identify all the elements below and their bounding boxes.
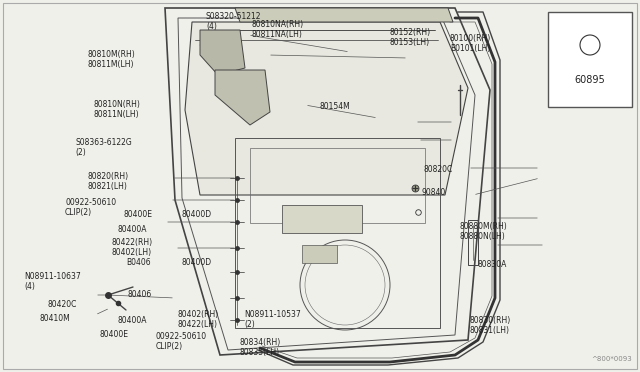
Text: 80400D: 80400D — [182, 258, 212, 267]
Text: 80402(RH)
80422(LH): 80402(RH) 80422(LH) — [178, 310, 220, 329]
Text: B0406: B0406 — [126, 258, 150, 267]
Polygon shape — [185, 22, 468, 195]
Polygon shape — [215, 70, 270, 125]
Text: 80820C: 80820C — [424, 165, 453, 174]
Text: 80152(RH)
80153(LH): 80152(RH) 80153(LH) — [390, 28, 431, 47]
Text: 80820(RH)
80821(LH): 80820(RH) 80821(LH) — [88, 172, 129, 192]
Text: S08363-6122G
(2): S08363-6122G (2) — [75, 138, 132, 157]
Text: 80810M(RH)
80811M(LH): 80810M(RH) 80811M(LH) — [88, 50, 136, 70]
Text: 80400E: 80400E — [100, 330, 129, 339]
Text: 90840: 90840 — [422, 188, 446, 197]
Text: 80420C: 80420C — [48, 300, 77, 309]
Bar — [282, 205, 362, 233]
Polygon shape — [200, 30, 245, 75]
Text: 80400A: 80400A — [118, 225, 147, 234]
Text: 00922-50610
CLIP(2): 00922-50610 CLIP(2) — [65, 198, 116, 217]
Text: 00922-50610
CLIP(2): 00922-50610 CLIP(2) — [156, 332, 207, 352]
Text: 60895: 60895 — [575, 75, 605, 85]
Text: 80830A: 80830A — [478, 260, 508, 269]
Text: S08320-51212
(4): S08320-51212 (4) — [206, 12, 262, 31]
Text: 80406: 80406 — [128, 290, 152, 299]
Text: 80400D: 80400D — [182, 210, 212, 219]
Bar — [302, 245, 337, 263]
Text: N08911-10637
(4): N08911-10637 (4) — [24, 272, 81, 291]
Text: 80810NA(RH)
80811NA(LH): 80810NA(RH) 80811NA(LH) — [252, 20, 304, 39]
Text: 80880M(RH)
80880N(LH): 80880M(RH) 80880N(LH) — [460, 222, 508, 241]
Bar — [235, 138, 440, 328]
Text: ^800*0093: ^800*0093 — [591, 356, 632, 362]
Text: N08911-10537
(2): N08911-10537 (2) — [244, 310, 301, 329]
Text: 80400A: 80400A — [117, 316, 147, 325]
Bar — [548, 12, 632, 107]
Text: 80400E: 80400E — [123, 210, 152, 219]
Text: 80154M: 80154M — [320, 102, 351, 111]
Text: 80810N(RH)
80811N(LH): 80810N(RH) 80811N(LH) — [93, 100, 140, 119]
Text: 80834(RH)
80835(LH): 80834(RH) 80835(LH) — [240, 338, 281, 357]
Text: 80830(RH)
80831(LH): 80830(RH) 80831(LH) — [470, 316, 511, 336]
Bar — [250, 148, 425, 223]
Text: 80422(RH)
80402(LH): 80422(RH) 80402(LH) — [111, 238, 152, 257]
Polygon shape — [235, 8, 453, 22]
Text: 80100(RH)
B0101(LH): 80100(RH) B0101(LH) — [450, 34, 492, 54]
Text: 80410M: 80410M — [40, 314, 71, 323]
